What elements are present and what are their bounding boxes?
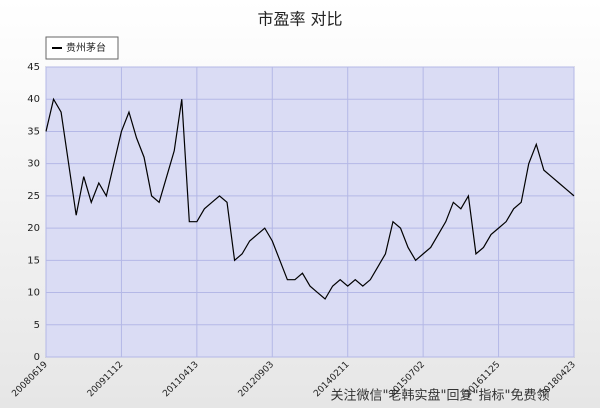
watermark: 关注微信"老韩实盘"回复"指标"免费领 <box>331 388 550 404</box>
y-tick-label: 45 <box>27 62 40 73</box>
plot-area <box>45 66 575 358</box>
y-tick-label: 0 <box>34 352 40 363</box>
legend: 贵州茅台 <box>45 36 119 60</box>
y-tick-label: 5 <box>34 320 40 331</box>
y-tick-label: 40 <box>27 94 40 105</box>
y-tick-label: 25 <box>27 191 40 202</box>
y-tick-label: 35 <box>27 126 40 137</box>
series-line <box>45 97 575 300</box>
y-tick-label: 10 <box>27 288 40 299</box>
y-tick-label: 20 <box>27 223 40 234</box>
chart-title: 市盈率 对比 <box>257 10 342 29</box>
legend-box <box>45 36 119 60</box>
legend-label: 贵州茅台 <box>66 41 106 54</box>
y-tick-label: 15 <box>27 255 40 266</box>
y-tick-label: 30 <box>27 159 40 170</box>
